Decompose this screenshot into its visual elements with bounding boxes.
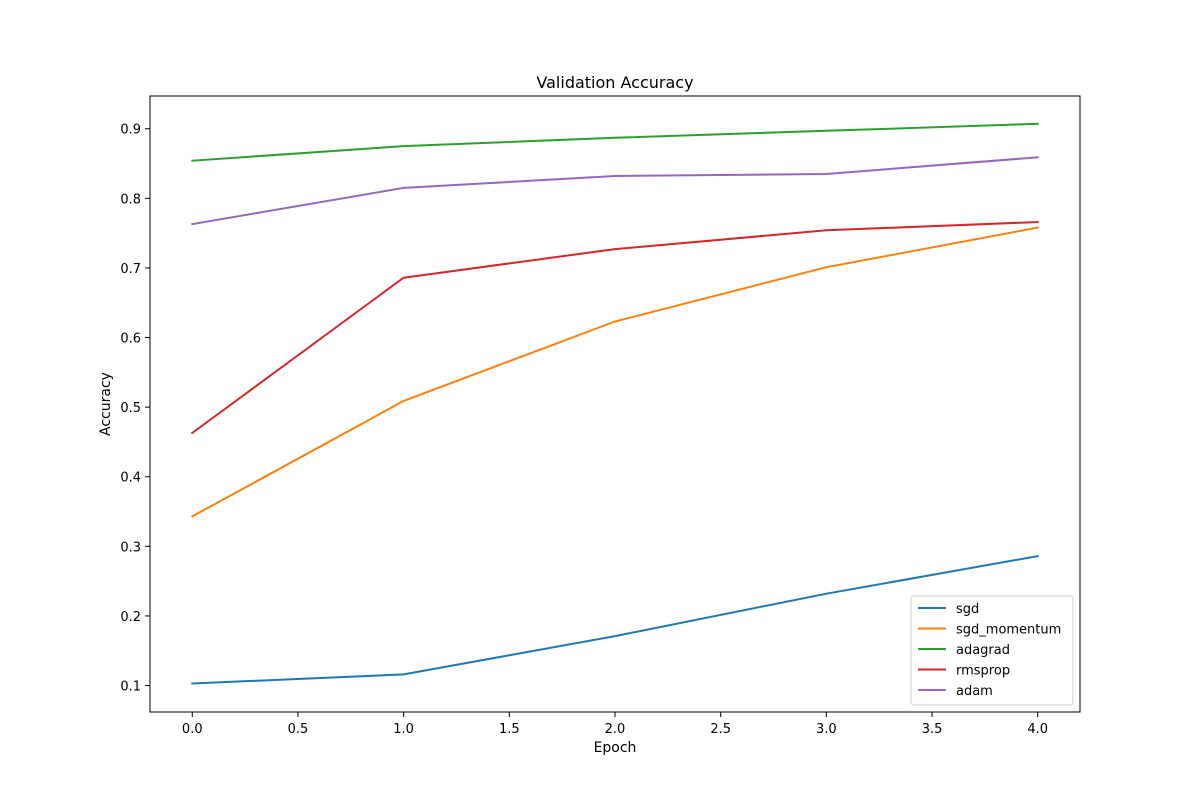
y-tick-label: 0.3 — [120, 540, 141, 555]
y-tick-label: 0.2 — [120, 610, 141, 625]
x-tick-label: 4.0 — [1027, 722, 1048, 737]
y-tick-label: 0.7 — [120, 262, 141, 277]
x-tick-label: 3.0 — [816, 722, 837, 737]
series-line-rmsprop — [190, 220, 1039, 435]
series-line-sgd-momentum — [190, 226, 1039, 518]
y-tick-label: 0.1 — [120, 680, 141, 695]
chart-title: Validation Accuracy — [536, 73, 693, 92]
x-tick-label: 1.5 — [499, 722, 520, 737]
series-line-adagrad — [191, 122, 1039, 162]
x-axis-label: Epoch — [594, 740, 637, 756]
y-tick-label: 0.4 — [120, 471, 141, 486]
legend-label-adagrad: adagrad — [956, 643, 1010, 658]
y-tick-label: 0.9 — [120, 123, 141, 138]
x-axis-ticks: 0.0 0.5 1.0 1.5 2.0 2.5 3.0 3.5 4.0 — [182, 712, 1048, 737]
legend-label-sgd: sgd — [956, 602, 979, 617]
legend-box — [910, 595, 1074, 706]
x-tick-label: 0.0 — [182, 722, 203, 737]
legend-label-adam: adam — [956, 684, 993, 699]
series-line-sgd — [191, 554, 1039, 685]
x-tick-label: 1.0 — [393, 722, 414, 737]
legend-label-rmsprop: rmsprop — [956, 664, 1010, 679]
x-tick-label: 3.5 — [922, 722, 943, 737]
y-axis-label: Accuracy — [98, 372, 114, 436]
legend-label-sgd-momentum: sgd_momentum — [956, 623, 1061, 638]
y-tick-label: 0.8 — [120, 192, 141, 207]
plot-frame — [149, 95, 1081, 713]
y-tick-label: 0.5 — [120, 401, 141, 416]
x-tick-label: 2.0 — [605, 722, 626, 737]
series-line-adam — [191, 156, 1039, 226]
y-axis-ticks: 0.1 0.2 0.3 0.4 0.5 0.6 0.7 0.8 0.9 — [120, 123, 150, 695]
y-tick-label: 0.6 — [120, 332, 141, 347]
x-tick-label: 2.5 — [710, 722, 731, 737]
series-lines — [190, 122, 1039, 685]
x-tick-label: 0.5 — [288, 722, 309, 737]
